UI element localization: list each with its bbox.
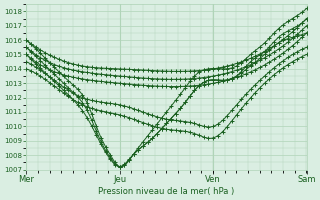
X-axis label: Pression niveau de la mer( hPa ): Pression niveau de la mer( hPa ) [98, 187, 235, 196]
